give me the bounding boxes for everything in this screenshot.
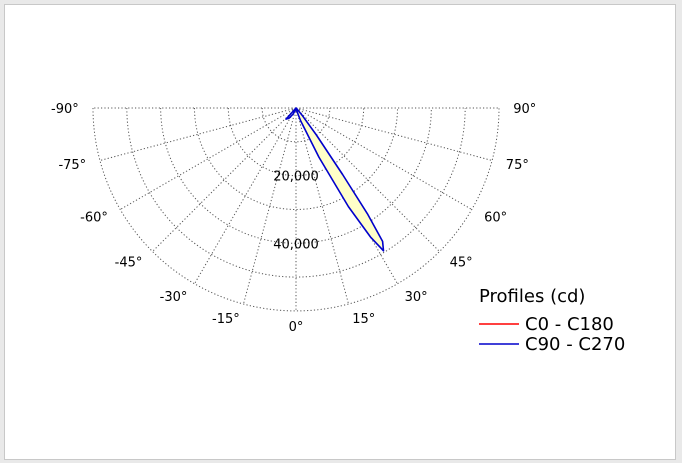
angle-tick-label: -90° [51,102,79,117]
angle-tick-label: 15° [352,312,375,327]
legend-title: Profiles (cd) [479,286,585,307]
angular-grid-spokes [93,107,499,311]
angle-tick-label: 75° [506,158,529,173]
radial-grid-rings [92,107,500,312]
radial-tick-labels: 20,000 40,000 [273,170,319,253]
chart-panel [4,4,676,460]
angle-tick-label: -60° [80,211,108,226]
series-layer [285,107,385,252]
angle-tick-label: -75° [58,158,86,173]
angle-tick-label: 60° [484,211,507,226]
angle-tick-label: 45° [450,256,473,271]
grid-ring-60000 [92,107,500,312]
angle-tick-label: 0° [289,320,304,335]
legend-label-c90-c270: C90 - C270 [525,334,625,355]
angle-tick-label: -30° [160,290,188,305]
grid-ring-40000 [160,107,432,244]
grid-ring-20000 [227,107,365,177]
grid-spoke--60 [119,107,297,210]
legend: Profiles (cd) C0 - C180 C90 - C270 [479,286,625,355]
angular-tick-labels: -90° -75° -60° -45° -30° -15° 0° 15° 30° 45° 60° 75… [51,102,536,335]
grid-ring-50000 [126,107,466,278]
grid-ring-10000 [261,107,331,143]
angle-tick-label: 30° [405,290,428,305]
ring-label-40000: 40,000 [273,237,319,252]
grid-spoke-15 [295,107,350,305]
angle-tick-label: -15° [212,312,240,327]
grid-spoke--75 [99,107,297,162]
grid-ring-30000 [194,107,398,210]
ring-label-20000: 20,000 [273,170,319,185]
legend-label-c0-c180: C0 - C180 [525,314,614,335]
series-c90-c270-line [285,107,385,252]
angle-tick-label: -45° [115,256,143,271]
angle-tick-label: 90° [513,102,536,117]
